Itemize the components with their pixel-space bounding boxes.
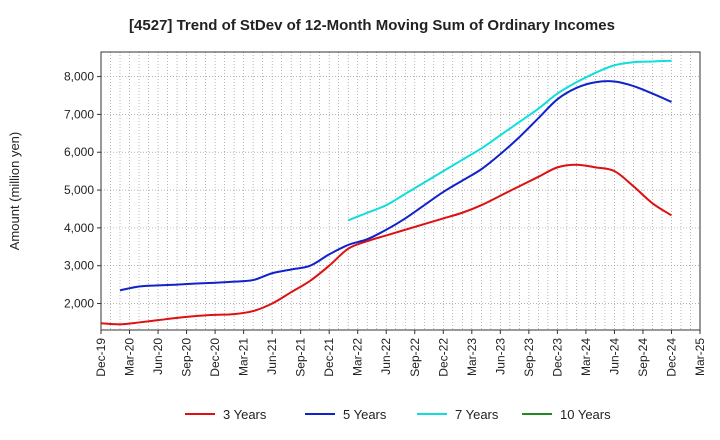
x-tick-label: Jun-22 <box>379 338 393 375</box>
legend: 3 Years 5 Years 7 Years 10 Years <box>185 407 611 422</box>
x-tick-label: Dec-24 <box>664 338 678 377</box>
x-tick-label: Dec-20 <box>208 338 222 377</box>
chart-title: [4527] Trend of StDev of 12-Month Moving… <box>129 17 615 34</box>
x-tick-label: Jun-20 <box>151 338 165 375</box>
x-tick-label: Dec-21 <box>322 338 336 377</box>
y-tick-label: 6,000 <box>64 145 94 159</box>
x-tick-label: Mar-23 <box>465 338 479 376</box>
x-tick-label: Mar-25 <box>693 338 707 376</box>
y-tick-label: 7,000 <box>64 107 94 121</box>
y-tick-label: 8,000 <box>64 70 94 84</box>
x-tick-label: Mar-20 <box>123 338 137 376</box>
series-line-1 <box>119 80 672 292</box>
x-tick-label: Mar-24 <box>579 338 593 376</box>
legend-label-1: 5 Years <box>343 407 387 422</box>
x-tick-label: Jun-24 <box>607 338 621 375</box>
x-tick-label: Dec-19 <box>94 338 108 377</box>
x-tick-label: Jun-23 <box>493 338 507 375</box>
y-tick-label: 5,000 <box>64 183 94 197</box>
x-tick-label: Mar-22 <box>351 338 365 376</box>
series-line-0 <box>100 163 673 326</box>
x-tick-label: Sep-22 <box>408 338 422 377</box>
x-tick-label: Sep-23 <box>522 338 536 377</box>
y-tick-label: 4,000 <box>64 221 94 235</box>
x-axis: Dec-19 Mar-20 Jun-20 Sep-20 Dec-20 Mar-21 Jun-… <box>94 330 707 377</box>
legend-label-2: 7 Years <box>455 407 499 422</box>
y-tick-label: 3,000 <box>64 259 94 273</box>
x-tick-label: Dec-22 <box>436 338 450 377</box>
y-axis: 2,000 3,000 4,000 5,000 6,000 7,000 8,000 <box>64 70 101 311</box>
legend-label-3: 10 Years <box>560 407 611 422</box>
y-tick-label: 2,000 <box>64 297 94 311</box>
y-axis-label: Amount (million yen) <box>7 132 22 251</box>
x-tick-label: Sep-24 <box>636 338 650 377</box>
x-tick-label: Sep-21 <box>294 338 308 377</box>
x-tick-label: Dec-23 <box>550 338 564 377</box>
x-tick-label: Jun-21 <box>265 338 279 375</box>
plot-frame <box>100 51 701 331</box>
series-lines <box>100 59 673 326</box>
x-tick-label: Sep-20 <box>180 338 194 377</box>
grid <box>101 52 700 330</box>
x-tick-label: Mar-21 <box>237 338 251 376</box>
series-line-2 <box>347 59 672 222</box>
legend-label-0: 3 Years <box>223 407 267 422</box>
